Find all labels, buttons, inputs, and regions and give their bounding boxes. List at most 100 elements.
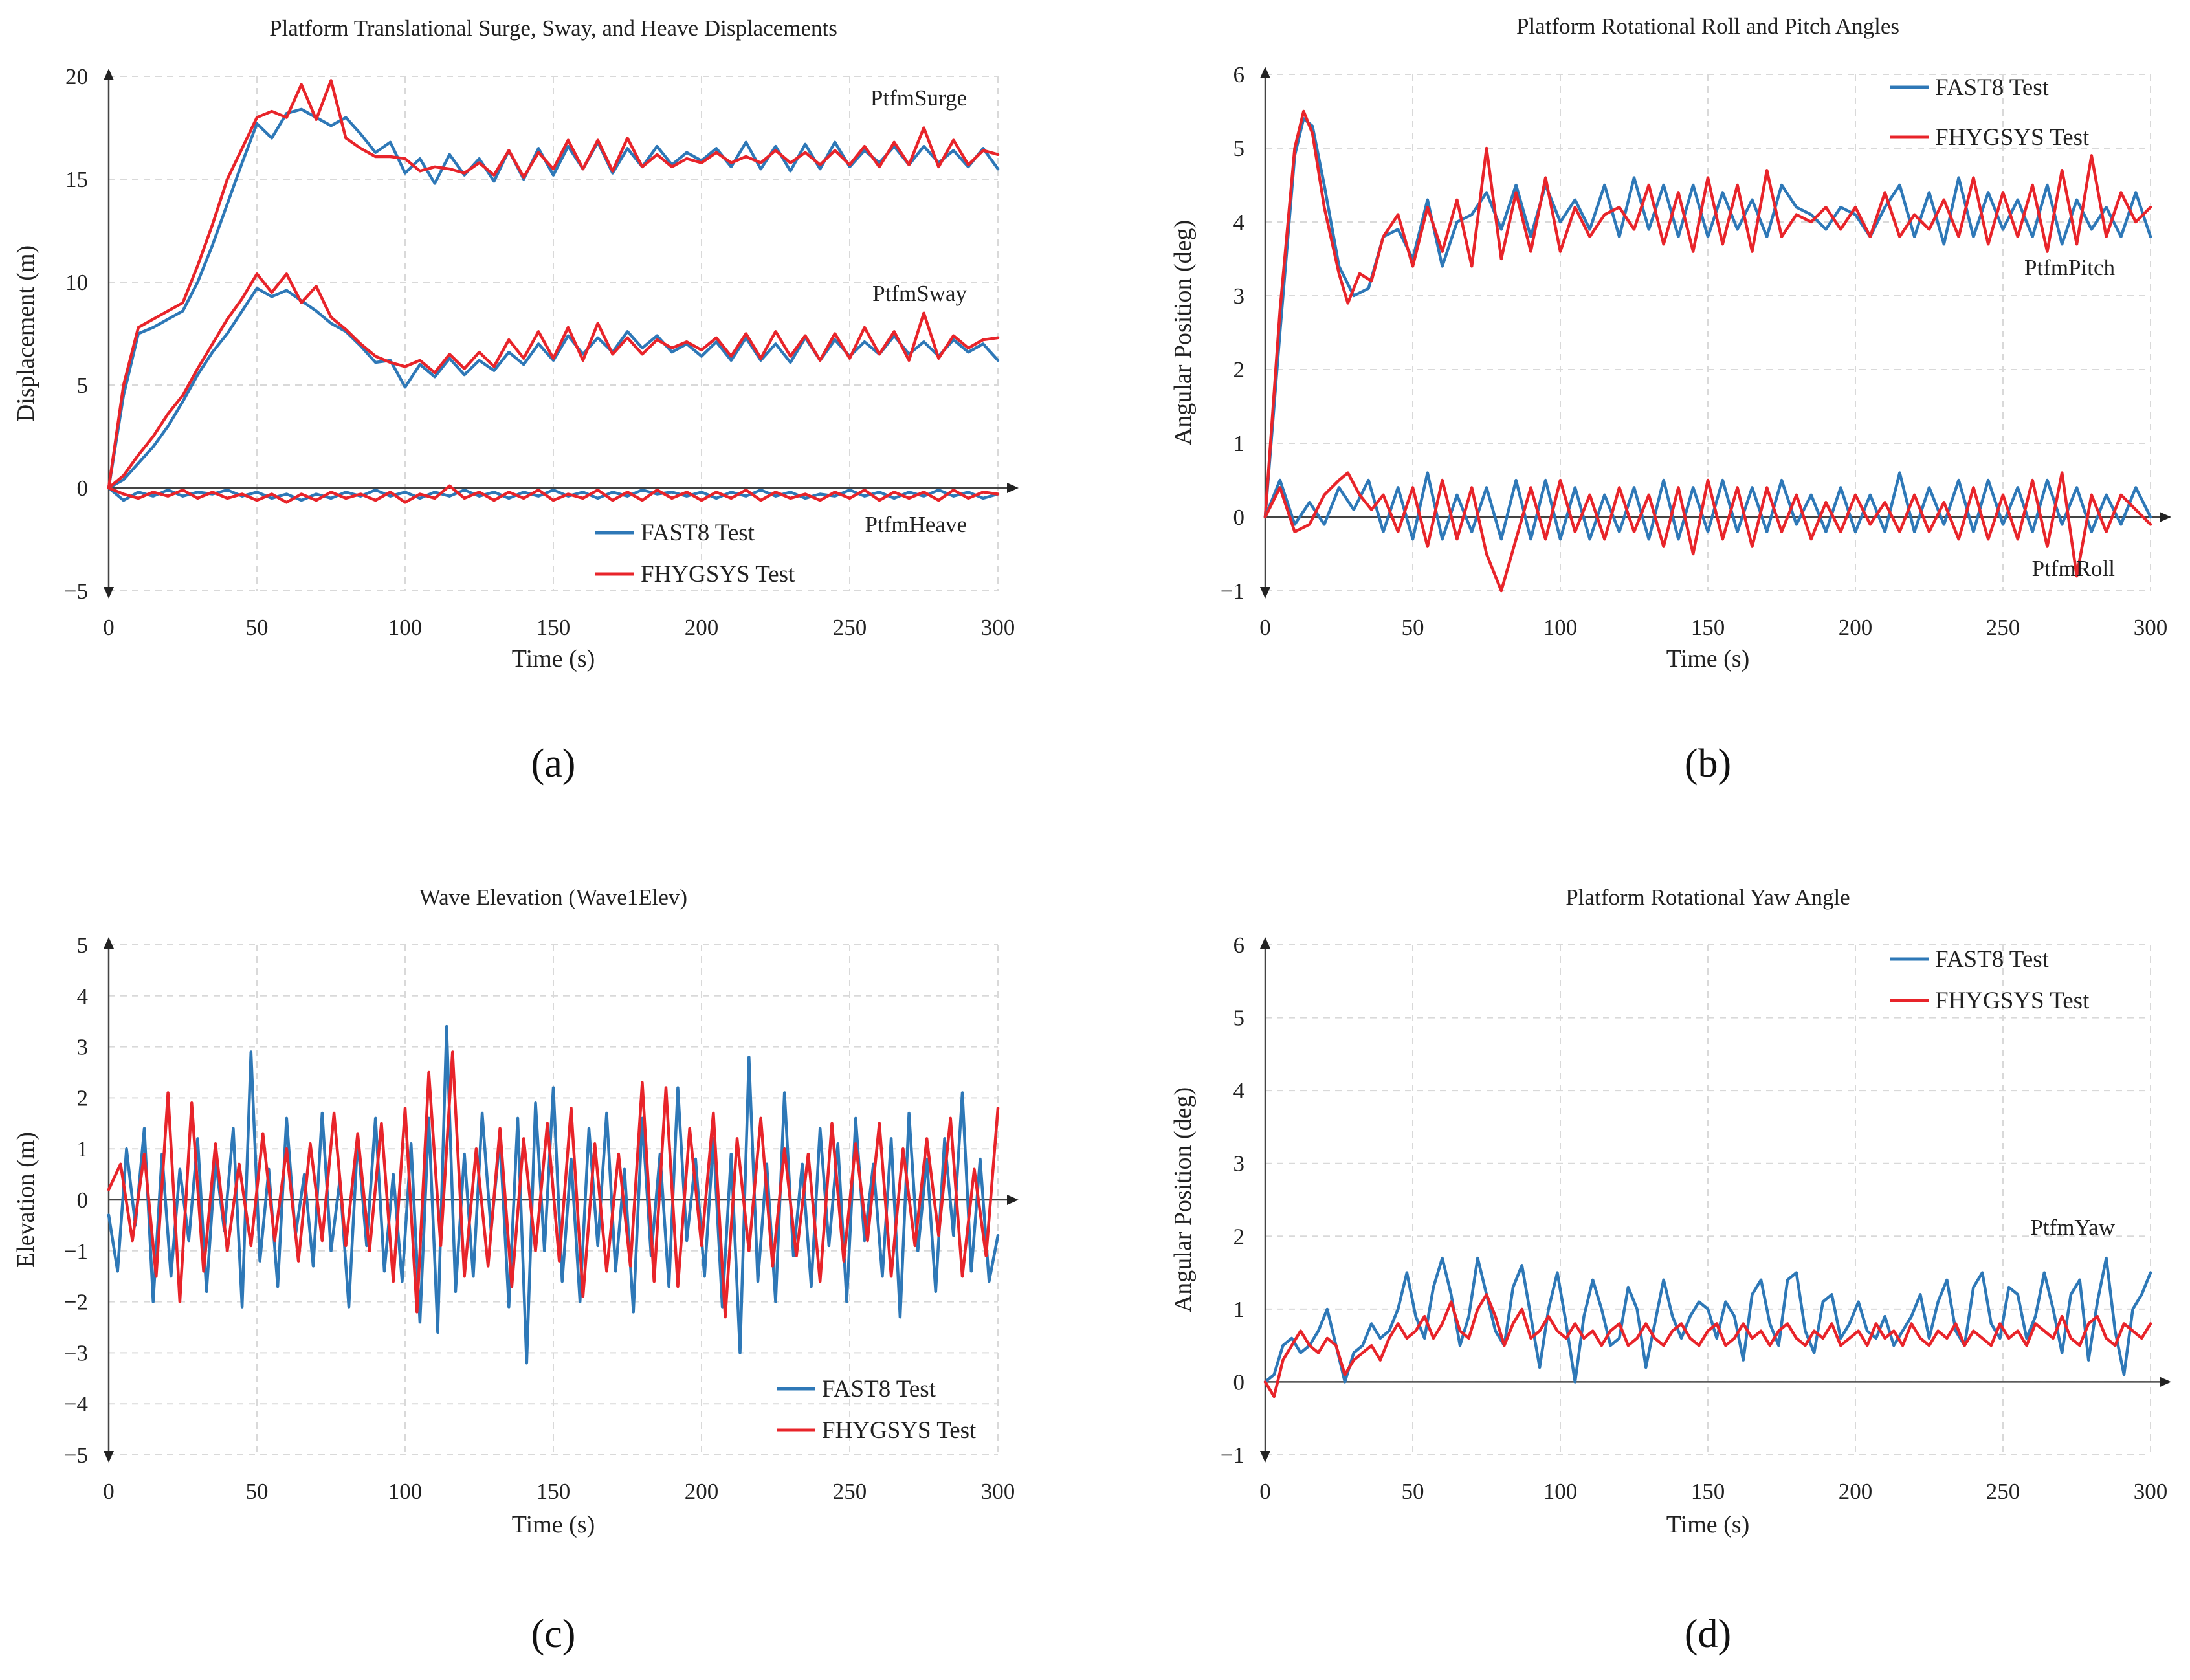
y-tick-label: 3 (1233, 283, 1245, 309)
x-tick-label: 150 (1691, 615, 1725, 640)
x-tick-label: 0 (1259, 615, 1271, 640)
y-tick-label: −1 (1221, 1442, 1244, 1468)
series-line-ptfmheave-fhygsys (107, 484, 1000, 504)
chart-panel-b: −1 0 1 2 3 4 5 6 0 50 100 150 200 250 300 Platform Rota… (1169, 14, 2171, 786)
y-tick-label: 1 (1233, 431, 1245, 456)
x-tick-label: 100 (388, 615, 423, 640)
y-axis-title: Displacement (m) (12, 245, 39, 422)
series-line-fhygsys (107, 1050, 1000, 1319)
y-tick-label: 10 (65, 270, 88, 295)
y-tick-label: −1 (64, 1239, 88, 1264)
series-line-ptfmheave-fast8 (107, 486, 1000, 502)
y-tick-label: 15 (65, 167, 88, 192)
x-tick-label: 250 (1986, 615, 2020, 640)
legend-label-fast8: FAST8 Test (641, 520, 755, 546)
y-axis-title: Elevation (m) (12, 1132, 39, 1268)
legend-label-fhygsys: FHYGSYS Test (641, 561, 795, 588)
x-tick-label: 0 (103, 1479, 115, 1504)
x-tick-label: 250 (833, 1479, 867, 1504)
y-tick-label: 5 (77, 373, 89, 398)
x-tick-label: 100 (1543, 1479, 1578, 1504)
annotation-ptfmheave: PtfmHeave (865, 512, 967, 537)
y-tick-label: 2 (1233, 1224, 1245, 1249)
x-tick-label: 200 (1839, 1479, 1873, 1504)
x-tick-label: 150 (1691, 1479, 1725, 1504)
y-tick-label: 0 (1233, 505, 1245, 530)
legend-label-fast8: FAST8 Test (1935, 946, 2050, 973)
x-tick-label: 250 (833, 615, 867, 640)
y-tick-label: 6 (1233, 933, 1245, 958)
y-axis-arrow-up (1260, 937, 1270, 949)
y-tick-label: 0 (1233, 1369, 1245, 1395)
y-axis-arrow-down (1260, 587, 1270, 599)
y-tick-label: −5 (64, 1442, 88, 1468)
y-tick-label: 0 (77, 1188, 89, 1213)
annotation-ptfmsway: PtfmSway (872, 281, 967, 306)
x-tick-label: 50 (246, 1479, 269, 1504)
x-tick-label: 100 (1543, 615, 1578, 640)
x-axis-title: Time (s) (512, 1511, 595, 1538)
annotation-ptfmpitch: PtfmPitch (2024, 255, 2116, 280)
panel-label: (a) (531, 742, 576, 786)
x-tick-label: 300 (981, 615, 1015, 640)
x-axis-title: Time (s) (1666, 645, 1749, 672)
series-line-ptfmsway-fhygsys (107, 272, 1000, 490)
legend-label-fhygsys: FHYGSYS Test (1935, 124, 2090, 151)
x-tick-label: 150 (536, 1479, 571, 1504)
y-axis-arrow-up (104, 69, 114, 80)
y-tick-label: 3 (77, 1035, 89, 1060)
x-tick-label: 0 (1259, 1479, 1271, 1504)
y-tick-label: 3 (1233, 1151, 1245, 1177)
legend-label-fast8: FAST8 Test (822, 1376, 936, 1402)
chart-panel-d: −1 0 1 2 3 4 5 6 0 50 100 150 200 250 300 Platform Rota… (1169, 885, 2171, 1656)
y-tick-label: −3 (64, 1340, 88, 1365)
x-tick-label: 200 (685, 615, 719, 640)
x-tick-label: 50 (1402, 615, 1424, 640)
y-axis-arrow-up (104, 937, 114, 949)
y-axis-arrow-up (1260, 67, 1270, 78)
panel-label: (b) (1685, 742, 1731, 786)
y-tick-label: 5 (1233, 1006, 1245, 1031)
y-tick-label: 4 (1233, 210, 1245, 235)
series-line-fhygsys (1263, 1293, 2152, 1398)
legend-label-fhygsys: FHYGSYS Test (822, 1417, 977, 1444)
y-axis-arrow-down (104, 1451, 114, 1463)
y-tick-label: 6 (1233, 62, 1245, 87)
y-tick-label: −2 (64, 1290, 88, 1315)
y-axis-arrow-down (104, 587, 114, 599)
x-axis-arrow (2160, 512, 2171, 522)
series-line-ptfmroll-fast8 (1263, 471, 2152, 541)
annotation-ptfmyaw: PtfmYaw (2030, 1215, 2115, 1240)
x-tick-label: 100 (388, 1479, 423, 1504)
x-tick-label: 300 (981, 1479, 1015, 1504)
chart-title: Platform Rotational Roll and Pitch Angle… (1516, 14, 1899, 39)
y-tick-label: 2 (77, 1085, 89, 1111)
series-line-fast8 (1263, 1256, 2152, 1384)
x-tick-label: 300 (2134, 1479, 2168, 1504)
x-tick-label: 250 (1986, 1479, 2020, 1504)
y-tick-label: 1 (77, 1136, 89, 1162)
x-tick-label: 0 (103, 615, 115, 640)
y-tick-label: 5 (1233, 136, 1245, 161)
y-tick-label: 2 (1233, 357, 1245, 382)
chart-title: Wave Elevation (Wave1Elev) (419, 885, 687, 910)
y-tick-label: 0 (77, 476, 89, 501)
chart-title: Platform Rotational Yaw Angle (1565, 885, 1850, 910)
y-axis-arrow-down (1260, 1451, 1270, 1463)
annotation-ptfmsurge: PtfmSurge (870, 85, 967, 111)
y-axis-title: Angular Position (deg) (1169, 220, 1197, 445)
x-axis-title: Time (s) (512, 645, 595, 672)
y-tick-label: −4 (64, 1391, 88, 1417)
y-tick-label: 5 (77, 933, 89, 958)
series-line-ptfmsway-fast8 (107, 287, 1000, 490)
legend-label-fast8: FAST8 Test (1935, 74, 2050, 101)
panel-label: (d) (1685, 1612, 1731, 1656)
x-axis-arrow (1007, 1195, 1019, 1205)
y-tick-label: 4 (77, 984, 89, 1009)
x-axis-title: Time (s) (1666, 1511, 1749, 1538)
x-tick-label: 200 (685, 1479, 719, 1504)
y-tick-label: 20 (65, 64, 88, 89)
y-tick-label: 4 (1233, 1078, 1245, 1103)
x-tick-label: 200 (1839, 615, 1873, 640)
